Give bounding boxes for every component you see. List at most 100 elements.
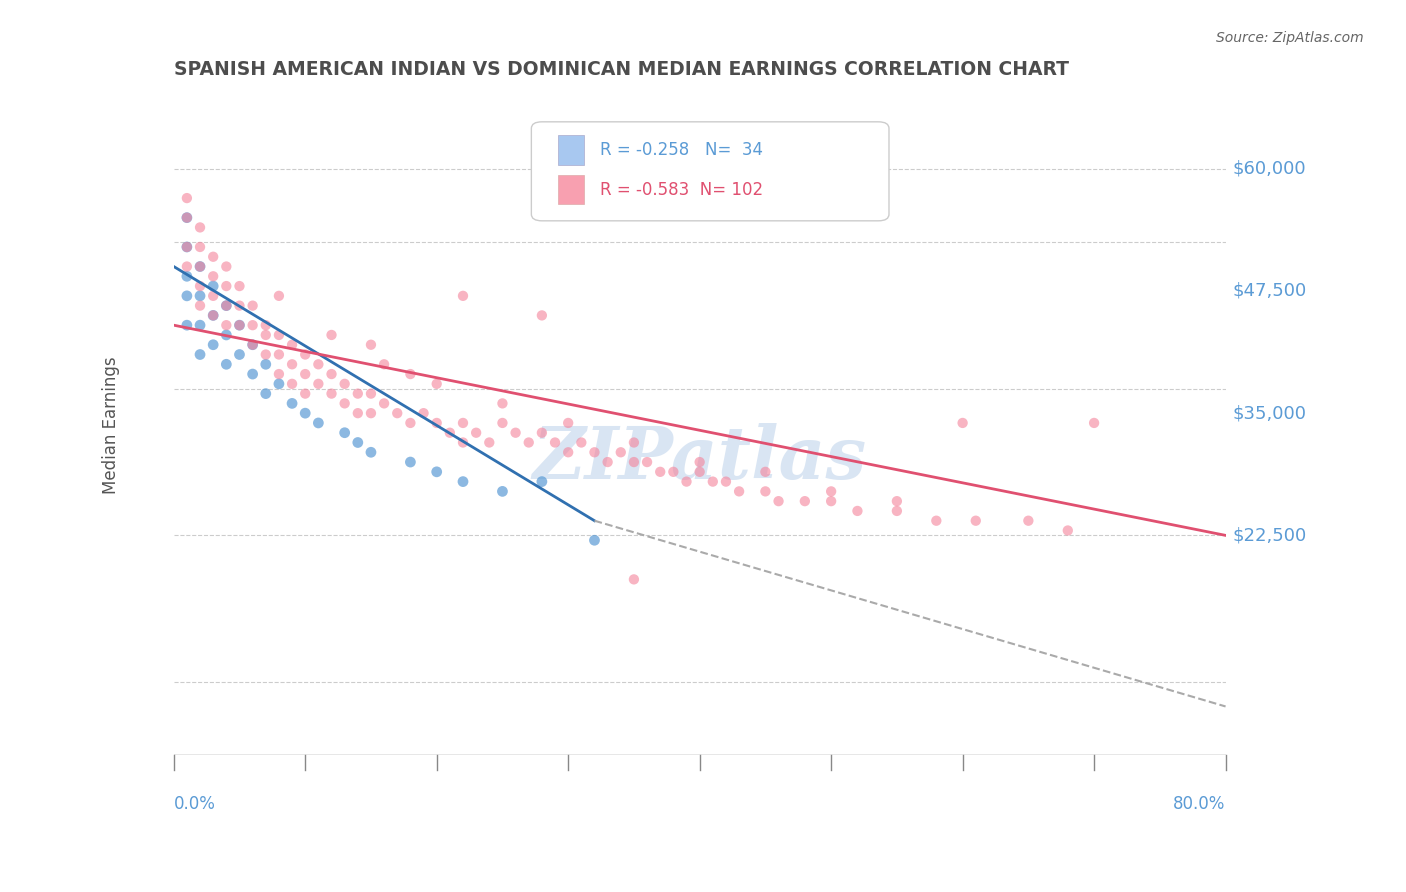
Point: [569, 435, 592, 450]
Point: [202, 289, 225, 303]
Point: [176, 211, 198, 225]
Point: [176, 260, 198, 274]
Point: [254, 357, 277, 371]
Point: [254, 318, 277, 333]
Point: [176, 211, 198, 225]
Point: [346, 406, 368, 420]
Point: [188, 347, 211, 361]
Point: [321, 386, 343, 401]
Point: [583, 445, 606, 459]
Point: [387, 406, 409, 420]
Point: [242, 299, 264, 313]
Point: [215, 299, 238, 313]
Point: [754, 465, 776, 479]
Point: [202, 250, 225, 264]
Point: [505, 425, 527, 440]
Point: [202, 337, 225, 351]
Point: [360, 386, 382, 401]
Point: [294, 347, 316, 361]
Point: [754, 484, 776, 499]
Point: [820, 484, 842, 499]
Point: [228, 299, 250, 313]
Point: [242, 337, 264, 351]
Point: [307, 357, 329, 371]
Point: [478, 435, 501, 450]
Point: [254, 386, 277, 401]
Point: [333, 376, 356, 391]
Point: [491, 416, 513, 430]
Point: [557, 445, 579, 459]
Text: $60,000: $60,000: [1232, 160, 1306, 178]
Point: [360, 445, 382, 459]
Point: [952, 416, 974, 430]
Point: [399, 367, 422, 381]
Point: [623, 435, 645, 450]
Point: [465, 425, 488, 440]
Point: [491, 396, 513, 410]
Point: [307, 376, 329, 391]
Point: [267, 289, 290, 303]
Point: [267, 328, 290, 343]
Point: [176, 318, 198, 333]
Text: ZIPatlas: ZIPatlas: [533, 423, 866, 494]
Point: [228, 279, 250, 293]
Point: [426, 465, 449, 479]
Point: [267, 347, 290, 361]
Point: [176, 269, 198, 284]
FancyBboxPatch shape: [558, 135, 583, 165]
Point: [333, 396, 356, 410]
Point: [228, 318, 250, 333]
Point: [1017, 514, 1039, 528]
Point: [215, 260, 238, 274]
Point: [373, 357, 395, 371]
Point: [610, 445, 633, 459]
Point: [346, 386, 368, 401]
Text: Source: ZipAtlas.com: Source: ZipAtlas.com: [1216, 31, 1364, 45]
Point: [281, 396, 304, 410]
Point: [728, 484, 751, 499]
Point: [242, 367, 264, 381]
Point: [886, 494, 908, 508]
Text: R = -0.583  N= 102: R = -0.583 N= 102: [600, 181, 763, 199]
Point: [176, 289, 198, 303]
Point: [1083, 416, 1105, 430]
Point: [451, 435, 474, 450]
Point: [373, 396, 395, 410]
Point: [793, 494, 815, 508]
Point: [530, 475, 553, 489]
Point: [188, 220, 211, 235]
Point: [188, 260, 211, 274]
Point: [583, 533, 606, 548]
Point: [412, 406, 434, 420]
Point: [202, 309, 225, 323]
Point: [228, 347, 250, 361]
FancyBboxPatch shape: [531, 122, 889, 221]
Point: [281, 337, 304, 351]
Point: [188, 240, 211, 254]
Point: [768, 494, 790, 508]
Point: [596, 455, 619, 469]
Point: [176, 240, 198, 254]
Point: [333, 425, 356, 440]
Point: [886, 504, 908, 518]
Point: [675, 475, 697, 489]
Point: [426, 376, 449, 391]
Point: [294, 367, 316, 381]
Point: [254, 328, 277, 343]
Point: [254, 347, 277, 361]
Point: [846, 504, 869, 518]
Point: [202, 279, 225, 293]
Text: $35,000: $35,000: [1232, 404, 1306, 422]
Point: [242, 318, 264, 333]
Point: [360, 406, 382, 420]
Point: [294, 386, 316, 401]
Point: [650, 465, 672, 479]
Point: [188, 318, 211, 333]
Point: [202, 309, 225, 323]
Text: $22,500: $22,500: [1232, 526, 1306, 544]
Text: SPANISH AMERICAN INDIAN VS DOMINICAN MEDIAN EARNINGS CORRELATION CHART: SPANISH AMERICAN INDIAN VS DOMINICAN MED…: [174, 60, 1069, 78]
Point: [267, 376, 290, 391]
Point: [557, 416, 579, 430]
Point: [965, 514, 987, 528]
Point: [689, 465, 711, 479]
